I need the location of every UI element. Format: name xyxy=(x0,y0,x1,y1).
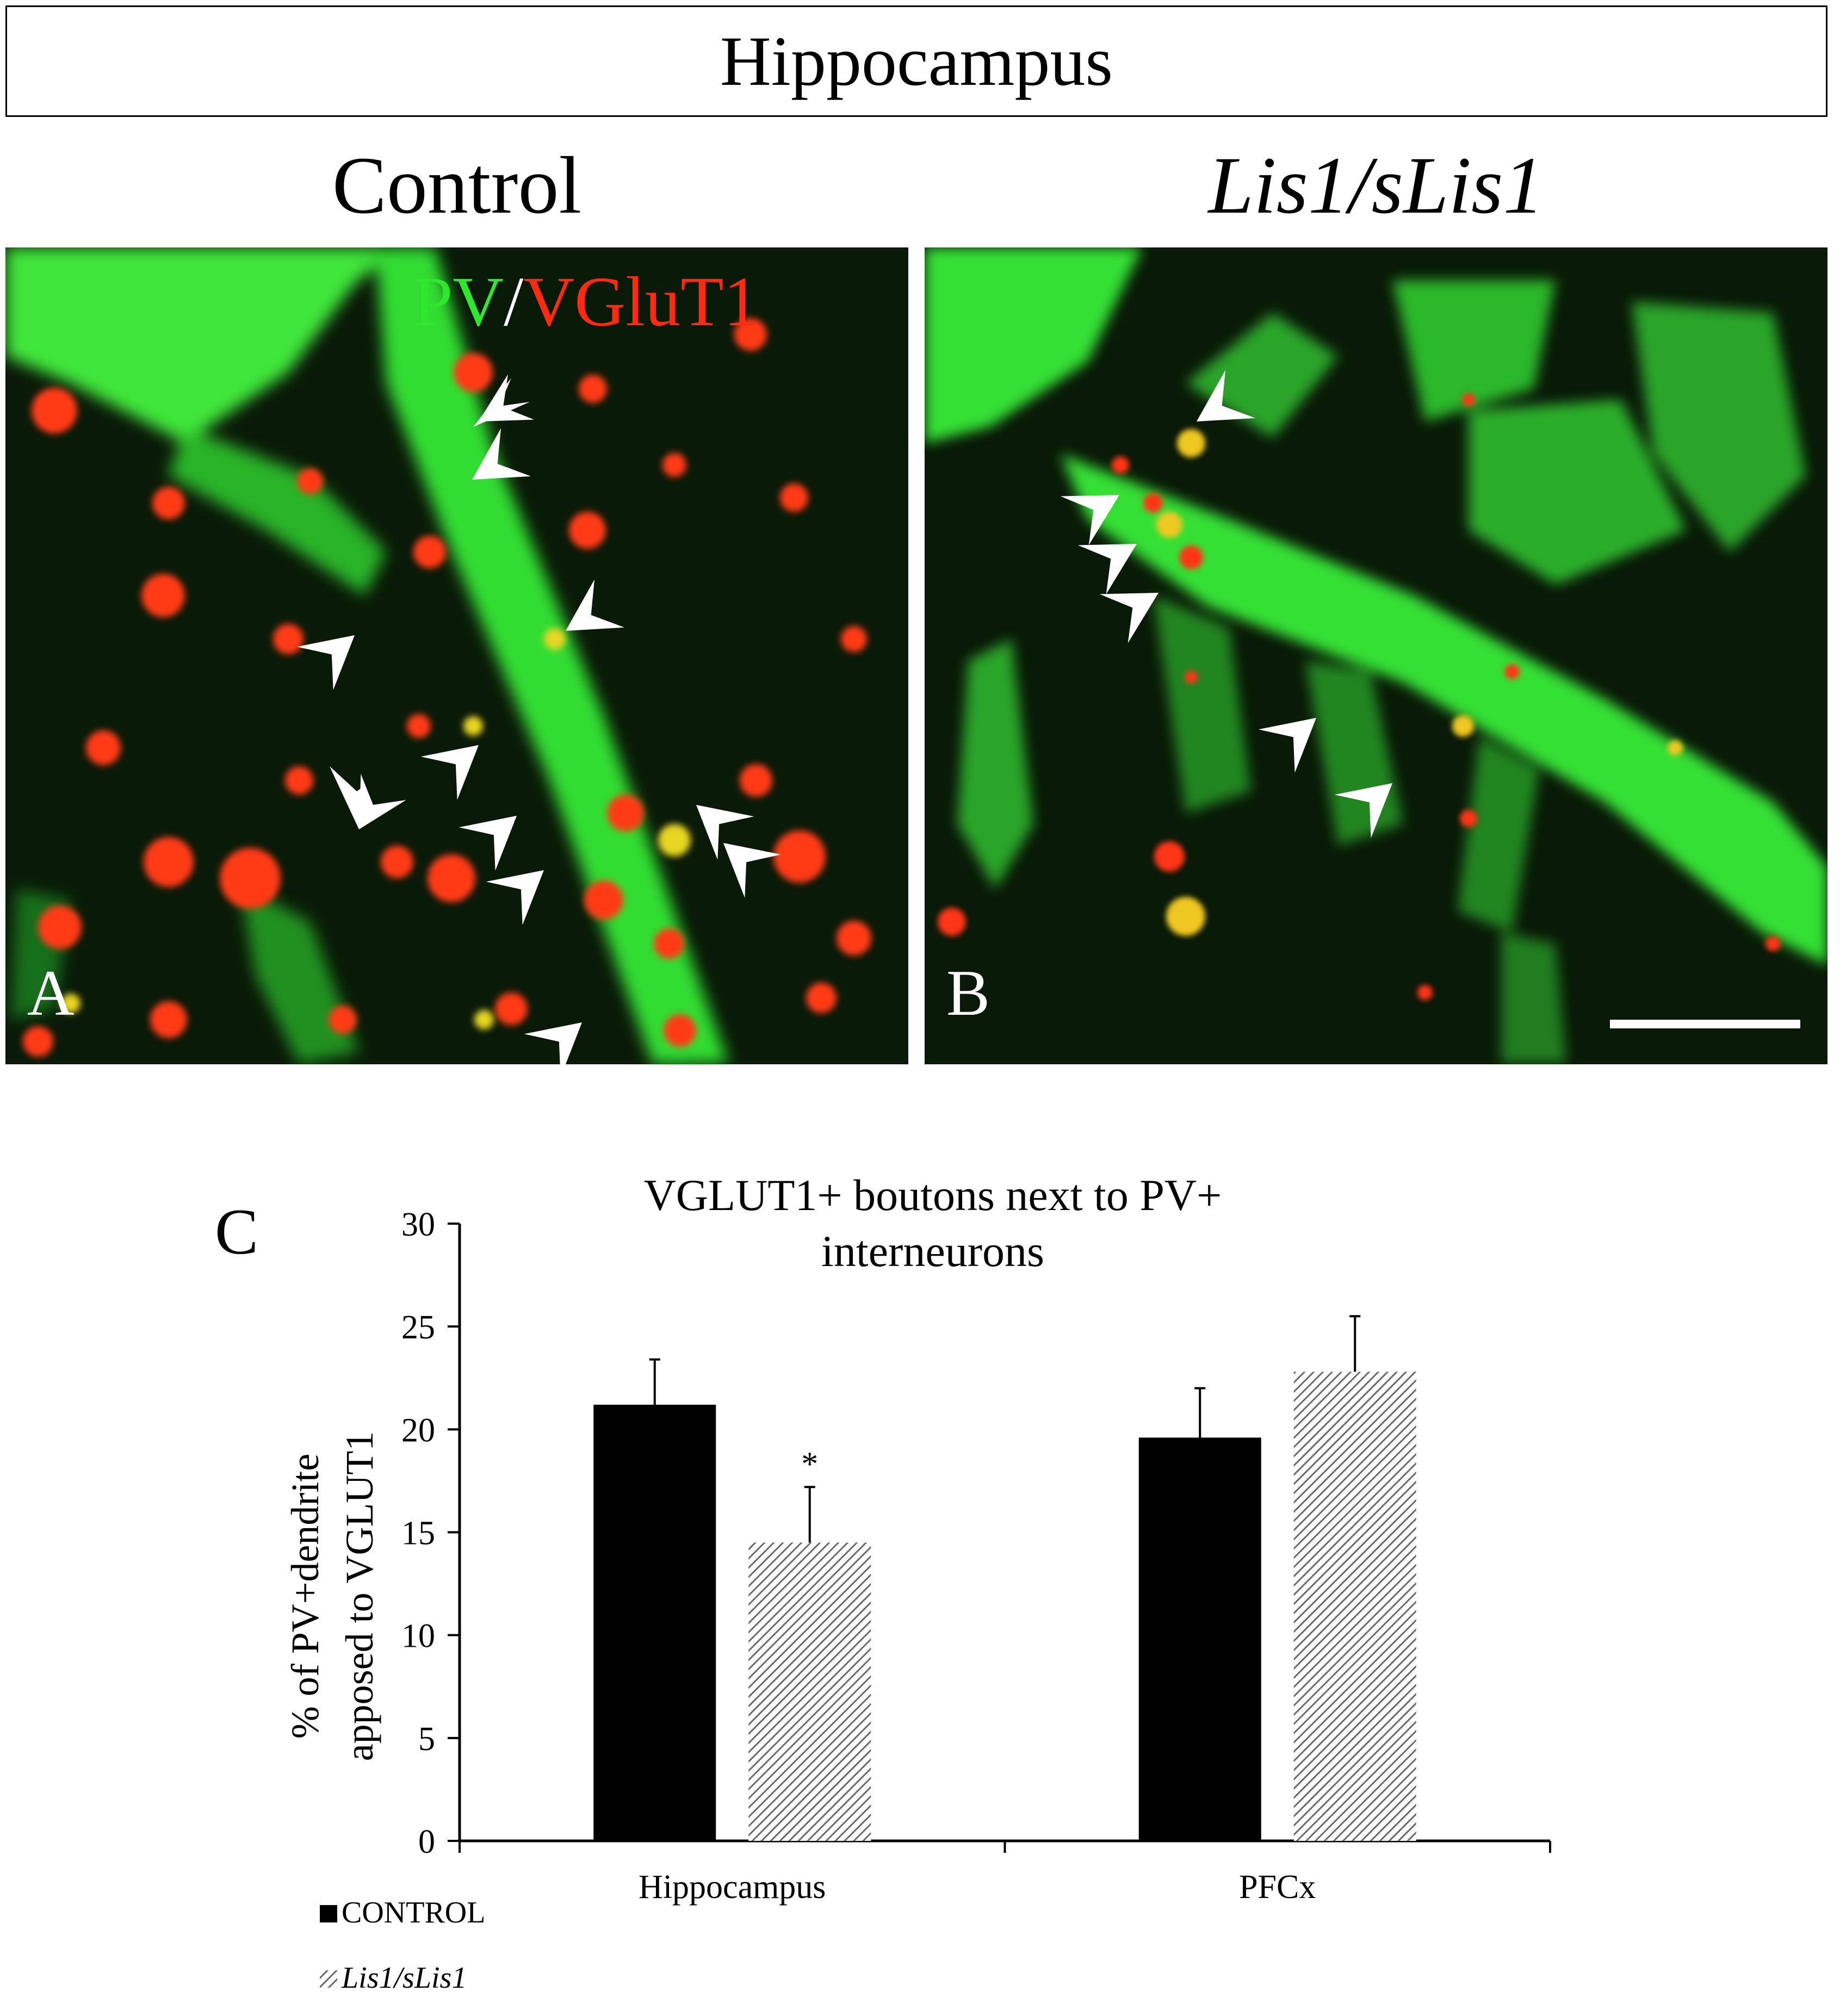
x-tick-label: PFCx xyxy=(1239,1869,1316,1906)
column-label-control: Control xyxy=(332,140,582,231)
chart-legend: CONTROL Lis1/sLis1 xyxy=(320,1896,485,1995)
stain-label-pv: PV xyxy=(413,263,504,341)
legend-swatch xyxy=(320,1970,337,1988)
y-tick-label: 15 xyxy=(401,1515,435,1552)
panel-letter-c: C xyxy=(215,1195,258,1268)
legend-label: Lis1/sLis1 xyxy=(341,1961,467,1995)
bar-chart: C VGLUT1+ boutons next to PV+ interneuro… xyxy=(215,1170,1551,1995)
column-label-lis1: Lis1/sLis1 xyxy=(1208,140,1544,231)
chart-title-line-2: interneurons xyxy=(821,1226,1044,1276)
y-axis-label-line-1: % of PV+dendrite xyxy=(283,1454,327,1739)
bar xyxy=(1138,1437,1261,1841)
x-tick-label: Hippocampus xyxy=(639,1869,826,1906)
y-tick-label: 20 xyxy=(401,1412,435,1449)
y-tick-label: 30 xyxy=(401,1206,435,1243)
panel-letter-a: A xyxy=(27,957,75,1029)
y-tick-label: 25 xyxy=(401,1309,435,1346)
y-tick-label: 10 xyxy=(401,1618,435,1655)
y-tick-label: 0 xyxy=(418,1823,435,1860)
stain-label-separator: / xyxy=(504,263,524,341)
bar xyxy=(593,1404,716,1841)
panel-letter-b: B xyxy=(946,957,990,1029)
micrograph-b-image xyxy=(925,247,1827,1064)
figure-title: Hippocampus xyxy=(5,5,1827,117)
stain-label-vglut1: VGluT1 xyxy=(523,263,759,341)
legend-label: CONTROL xyxy=(342,1896,485,1930)
significance-marker: * xyxy=(801,1446,818,1482)
y-tick-label: 5 xyxy=(418,1721,435,1758)
chart-bars: * xyxy=(593,1315,1416,1841)
bar xyxy=(748,1542,871,1841)
chart-title-line-1: VGLUT1+ boutons next to PV+ xyxy=(644,1170,1222,1220)
bar xyxy=(1293,1372,1416,1841)
micrograph-panel-b: B xyxy=(925,247,1827,1064)
micrograph-panel-a: A xyxy=(5,247,908,1064)
micrograph-a-image xyxy=(5,247,908,1064)
stain-label: PV/VGluT1 xyxy=(413,261,759,343)
y-axis-label-line-2: apposed to VGLUT1 xyxy=(338,1431,381,1761)
legend-swatch xyxy=(320,1905,337,1922)
scale-bar xyxy=(1610,1020,1800,1028)
